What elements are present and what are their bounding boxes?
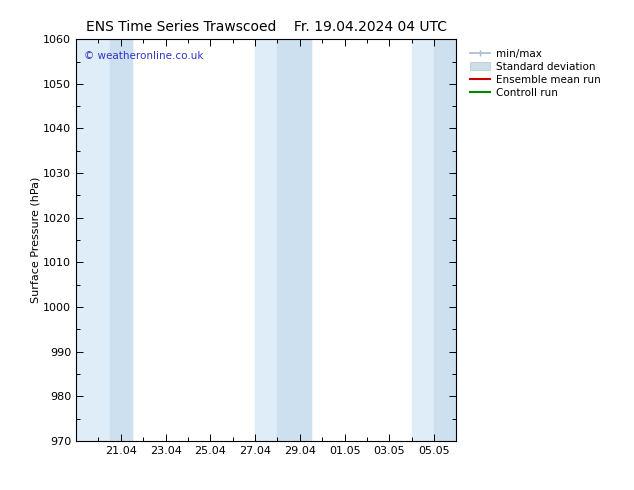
Bar <box>110 39 132 441</box>
Y-axis label: Surface Pressure (hPa): Surface Pressure (hPa) <box>30 177 41 303</box>
Bar <box>76 39 132 441</box>
Bar <box>411 39 456 441</box>
Text: ENS Time Series Trawscoed    Fr. 19.04.2024 04 UTC: ENS Time Series Trawscoed Fr. 19.04.2024… <box>86 20 447 34</box>
Bar <box>434 39 456 441</box>
Bar <box>255 39 311 441</box>
Bar <box>278 39 311 441</box>
Text: © weatheronline.co.uk: © weatheronline.co.uk <box>84 51 203 61</box>
Legend: min/max, Standard deviation, Ensemble mean run, Controll run: min/max, Standard deviation, Ensemble me… <box>465 45 605 102</box>
